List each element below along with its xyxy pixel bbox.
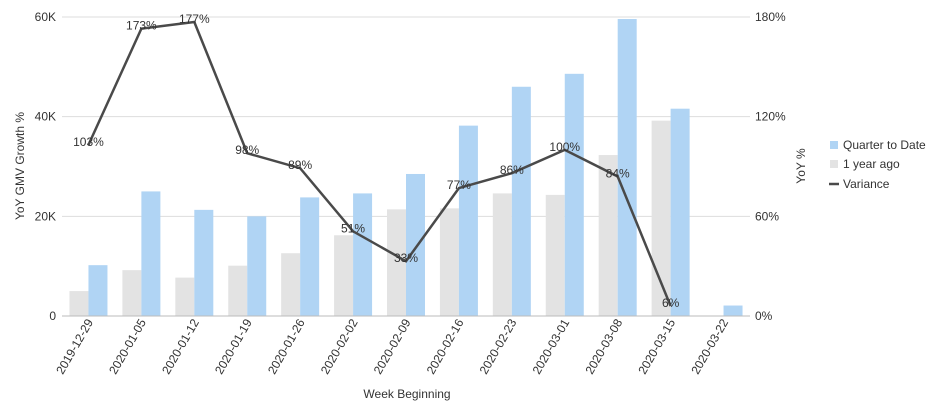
- y-tick-label-right: 180%: [755, 10, 786, 24]
- x-tick-label: 2020-03-08: [582, 316, 625, 376]
- x-tick-label: 2020-03-01: [530, 316, 573, 376]
- legend: Quarter to Date 1 year ago Variance: [829, 138, 926, 191]
- bar-quarter-to-date-2019-12-29[interactable]: [88, 265, 108, 316]
- y-axis-title-left: YoY GMV Growth %: [13, 112, 27, 220]
- variance-label-2020-02-16: 77%: [447, 178, 471, 192]
- x-tick-label: 2020-02-09: [371, 316, 414, 376]
- x-tick-label: 2019-12-29: [53, 316, 96, 376]
- variance-line-layer: [87, 20, 672, 307]
- bar-quarter-to-date-2020-03-08[interactable]: [617, 18, 637, 316]
- x-tick-label: 2020-01-19: [212, 316, 255, 376]
- bar-1-year-ago-2020-02-16[interactable]: [439, 208, 459, 316]
- variance-label-2020-01-05: 173%: [126, 19, 157, 33]
- variance-label-2020-02-23: 86%: [500, 163, 524, 177]
- y-tick-label-right: 120%: [755, 110, 786, 124]
- variance-label-2020-03-08: 84%: [606, 166, 630, 180]
- data-labels: 103% 173% 177% 98% 89% 51% 33% 77% 86% 100% 84% 6%: [73, 12, 680, 310]
- bar-1-year-ago-2020-01-12[interactable]: [175, 277, 195, 316]
- bars: [69, 18, 743, 317]
- bar-1-year-ago-2020-01-26[interactable]: [281, 253, 301, 316]
- legend-swatch-1-year-ago: [830, 160, 838, 168]
- x-tick-label: 2020-01-26: [265, 316, 308, 376]
- y-axis-title-right: YoY %: [794, 148, 808, 184]
- bar-1-year-ago-2020-03-01[interactable]: [545, 194, 565, 316]
- variance-label-2020-01-19: 98%: [235, 143, 259, 157]
- variance-label-2020-01-12: 177%: [179, 12, 210, 26]
- bar-quarter-to-date-2020-02-23[interactable]: [511, 86, 531, 317]
- variance-line[interactable]: [87, 20, 672, 307]
- bar-quarter-to-date-2020-02-09[interactable]: [406, 173, 425, 316]
- bar-quarter-to-date-2020-01-26[interactable]: [300, 197, 320, 316]
- y-tick-label-right: 60%: [755, 209, 779, 223]
- y-tick-label-left: 40K: [35, 110, 56, 124]
- bar-quarter-to-date-2020-03-01[interactable]: [564, 73, 584, 316]
- x-tick-label: 2020-02-16: [424, 316, 467, 376]
- legend-item-quarter-to-date[interactable]: Quarter to Date: [830, 138, 926, 152]
- bar-1-year-ago-2020-03-15[interactable]: [651, 120, 671, 316]
- legend-swatch-quarter-to-date: [830, 141, 838, 149]
- variance-label-2020-02-09: 33%: [394, 251, 418, 265]
- bar-1-year-ago-2019-12-29[interactable]: [69, 291, 89, 316]
- right-axis: 0% 60% 120% 180%: [755, 10, 786, 323]
- legend-label-variance: Variance: [843, 177, 890, 191]
- x-tick-label: 2020-01-05: [106, 316, 149, 376]
- x-axis-title: Week Beginning: [363, 387, 450, 401]
- y-tick-label-left: 60K: [35, 10, 56, 24]
- x-tick-label: 2020-02-23: [477, 316, 520, 376]
- variance-label-2020-03-01: 100%: [549, 140, 580, 154]
- variance-label-2020-01-26: 89%: [288, 158, 312, 172]
- bar-quarter-to-date-2020-01-19[interactable]: [247, 216, 267, 316]
- x-tick-label: 2020-03-15: [635, 316, 678, 376]
- bar-quarter-to-date-2020-01-05[interactable]: [141, 191, 161, 316]
- x-tick-label: 2020-01-12: [159, 316, 202, 376]
- bar-1-year-ago-2020-02-09[interactable]: [387, 209, 406, 316]
- variance-label-2020-02-02: 51%: [341, 221, 365, 235]
- bar-1-year-ago-2020-03-08[interactable]: [598, 155, 618, 316]
- x-tick-label: 2020-03-22: [688, 316, 731, 376]
- bar-1-year-ago-2020-02-02[interactable]: [334, 235, 354, 316]
- bar-1-year-ago-2020-01-19[interactable]: [228, 265, 248, 316]
- bar-1-year-ago-2020-01-05[interactable]: [122, 270, 142, 316]
- legend-item-variance[interactable]: Variance: [829, 177, 890, 191]
- legend-item-1-year-ago[interactable]: 1 year ago: [830, 157, 900, 171]
- bar-quarter-to-date-2020-01-12[interactable]: [194, 209, 214, 316]
- y-tick-label-left: 20K: [35, 209, 56, 223]
- bar-quarter-to-date-2020-02-02[interactable]: [353, 193, 373, 316]
- left-axis: 0 20K 40K 60K: [35, 10, 57, 323]
- legend-label-quarter-to-date: Quarter to Date: [843, 138, 926, 152]
- variance-label-2019-12-29: 103%: [73, 135, 104, 149]
- legend-label-1-year-ago: 1 year ago: [843, 157, 900, 171]
- bar-quarter-to-date-2020-02-16[interactable]: [458, 125, 478, 317]
- bar-quarter-to-date-2020-03-22[interactable]: [723, 305, 743, 316]
- x-tick-label: 2020-02-02: [318, 316, 361, 376]
- bar-quarter-to-date-2020-03-15[interactable]: [670, 108, 690, 317]
- y-tick-label-right: 0%: [755, 309, 773, 323]
- x-axis: 2019-12-29 2020-01-05 2020-01-12 2020-01-19…: [53, 315, 750, 377]
- y-tick-label-left: 0: [49, 309, 56, 323]
- bar-1-year-ago-2020-02-23[interactable]: [492, 193, 512, 316]
- variance-label-2020-03-15: 6%: [662, 296, 680, 310]
